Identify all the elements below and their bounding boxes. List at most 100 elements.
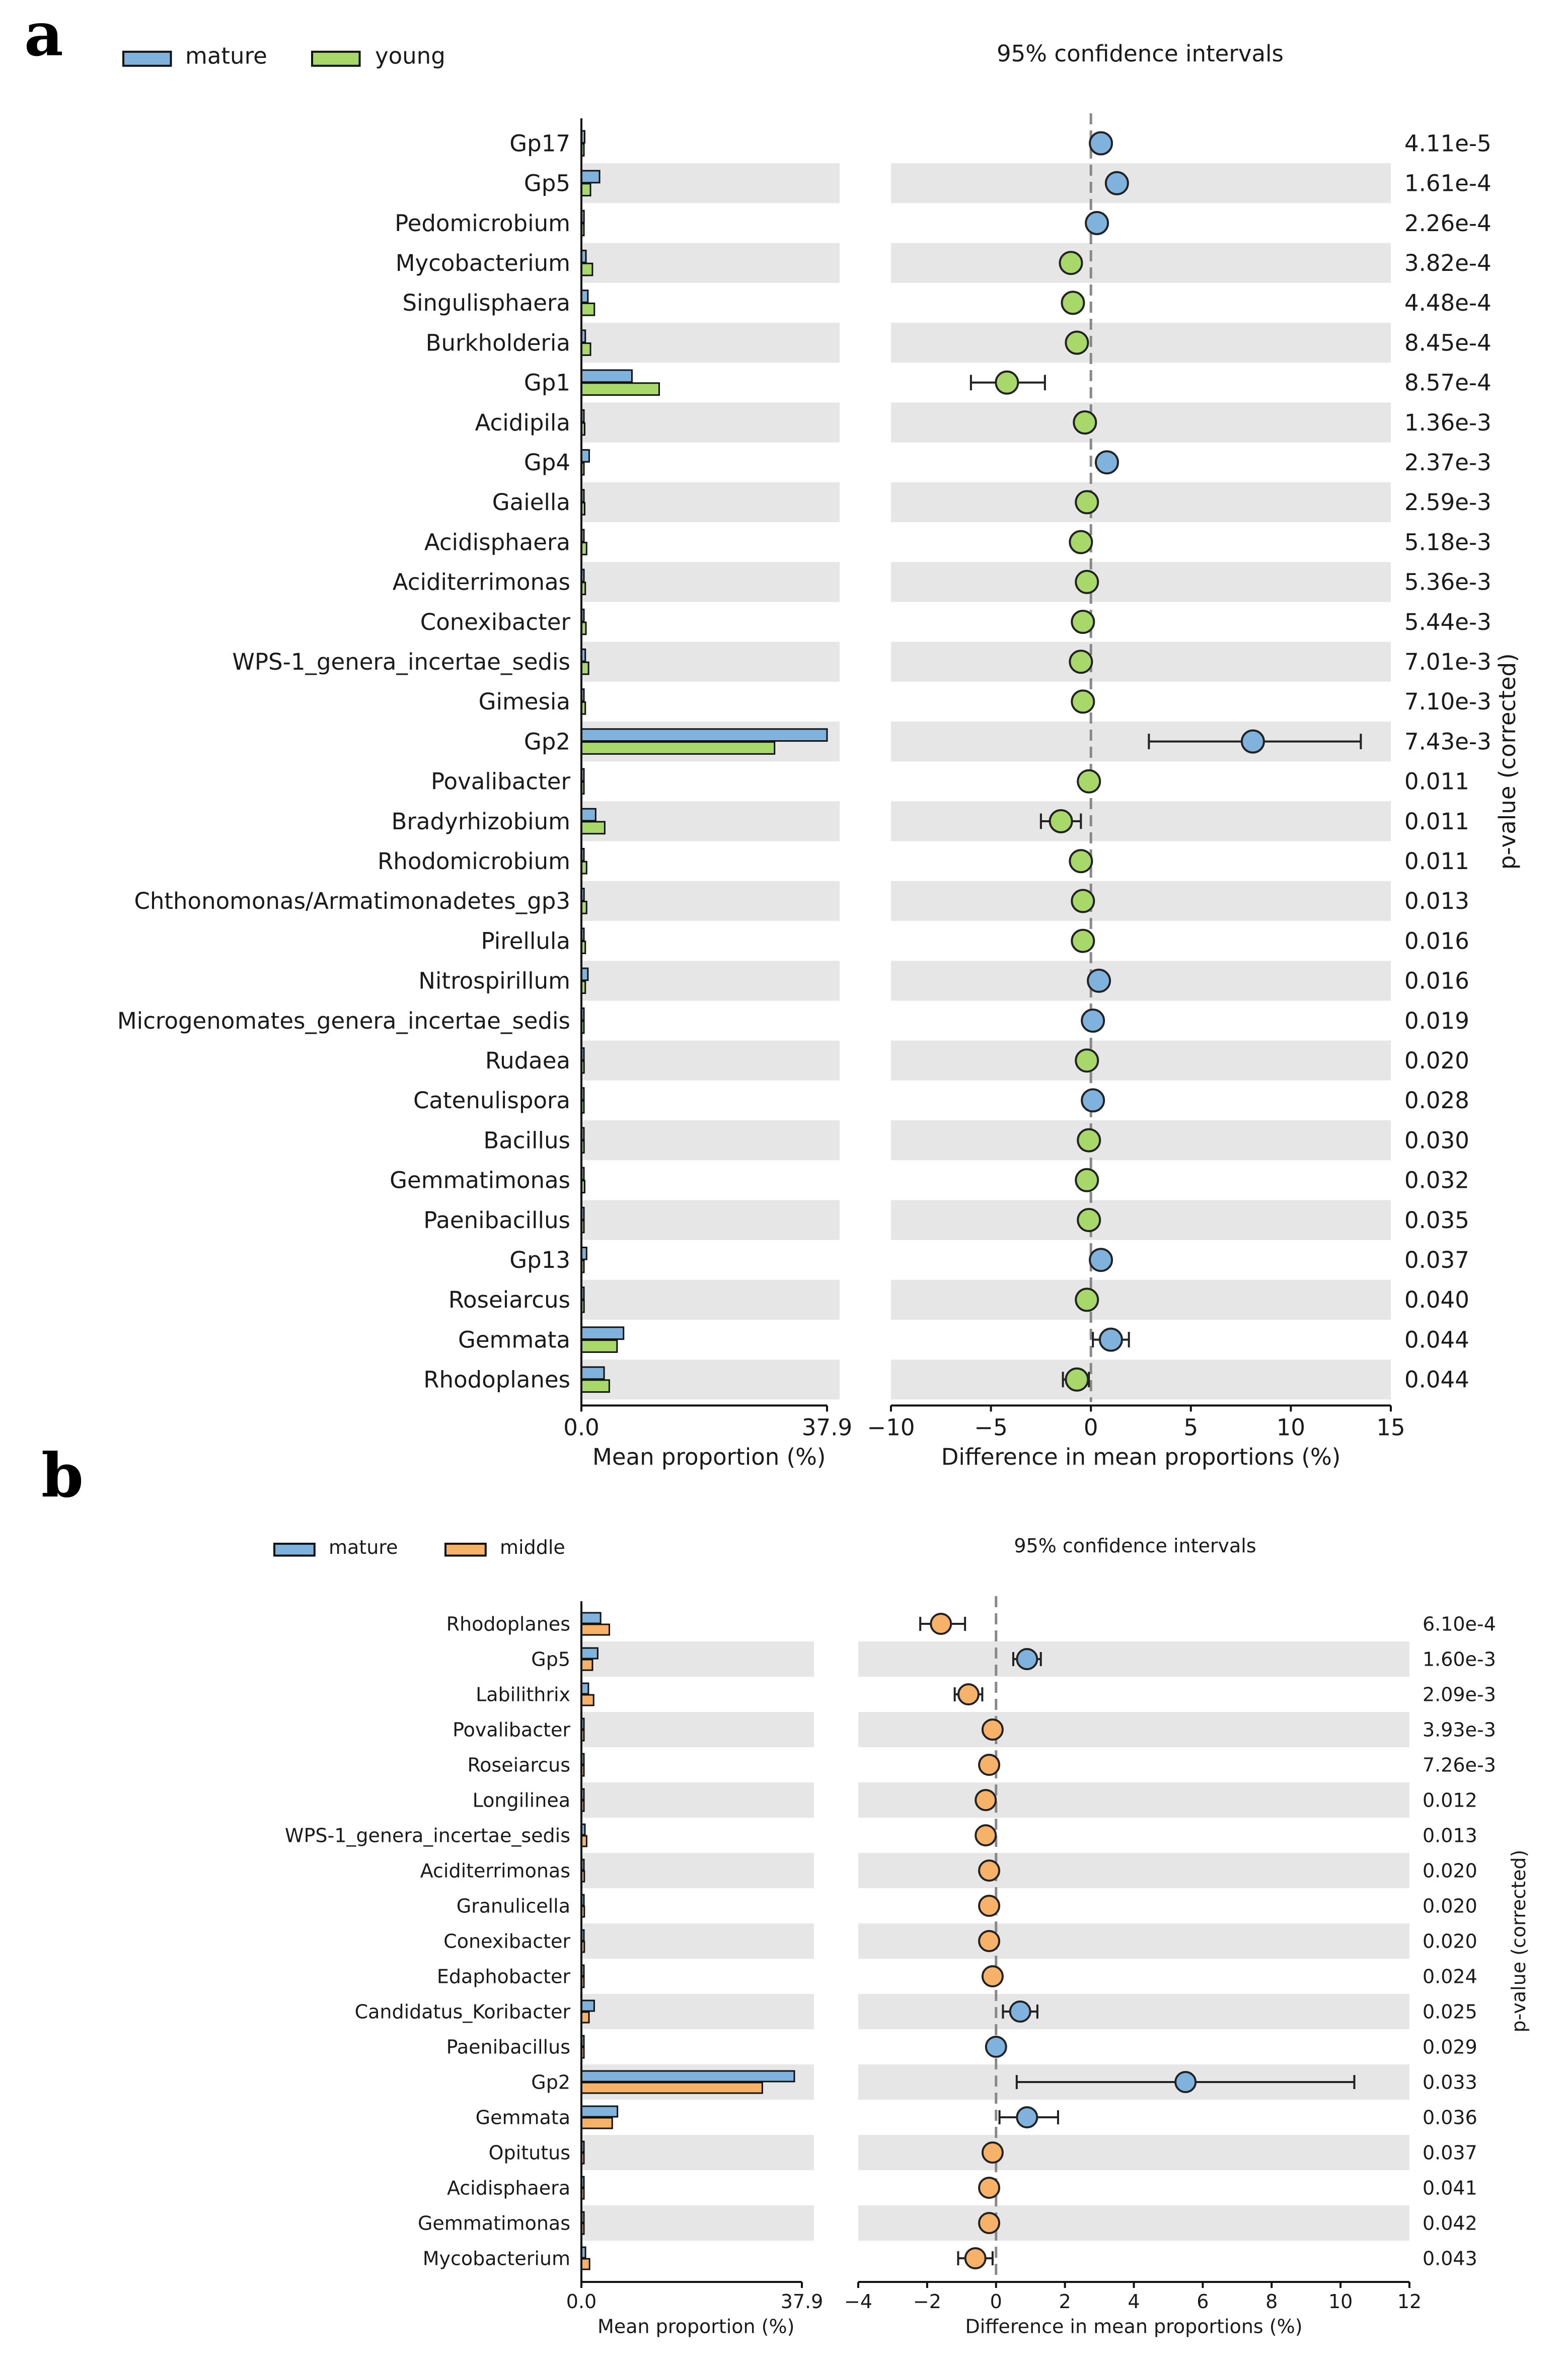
taxon-label: Gaiella <box>492 489 570 516</box>
row-stripe-left <box>581 1120 840 1161</box>
p-value: 0.044 <box>1404 1367 1469 1393</box>
p-value: 0.037 <box>1423 2141 1477 2164</box>
bar-middle <box>580 1659 593 1671</box>
diff-point <box>1085 211 1109 235</box>
diff-point <box>981 2141 1004 2164</box>
taxon-label: Longilinea <box>473 1789 570 1811</box>
diff-point <box>1016 2106 1038 2128</box>
bar-middle <box>580 1623 610 1636</box>
row-stripe-left <box>581 1923 814 1959</box>
diff-point <box>964 2247 987 2269</box>
row-stripe-left <box>581 801 840 841</box>
row-stripe-right <box>891 243 1391 283</box>
taxon-label: Pedomicrobium <box>395 210 570 237</box>
diff-point <box>1174 2071 1197 2093</box>
ci-title: 95% confidence intervals <box>997 40 1284 67</box>
bar-young <box>580 661 589 675</box>
row-stripe-right <box>858 1712 1409 1747</box>
taxon-label: Roseiarcus <box>449 1286 570 1313</box>
p-value: 1.60e-3 <box>1423 1648 1496 1670</box>
diff-point <box>1098 1327 1123 1352</box>
bar-x-tick-label: 37.9 <box>802 1414 852 1441</box>
p-value: 7.26e-3 <box>1423 1754 1496 1776</box>
bar-young <box>580 342 591 356</box>
panel-b: mature middle 95% confidence intervals Rhod… <box>273 1535 1530 2337</box>
taxon-label: Chthonomonas/Armatimonadetes_gp3 <box>134 888 570 914</box>
ci-x-tick-label: −5 <box>974 1414 1007 1441</box>
taxon-label: Gemmatimonas <box>418 2212 570 2234</box>
taxon-label: Gimesia <box>479 688 570 715</box>
taxon-label: Labilithrix <box>476 1683 570 1705</box>
diff-point <box>995 370 1019 395</box>
bar-young <box>580 183 591 197</box>
p-value: 0.037 <box>1404 1247 1469 1273</box>
row-stripe-right <box>858 2205 1409 2241</box>
row-stripe-left <box>581 1712 814 1747</box>
p-value: 8.45e-4 <box>1404 329 1491 356</box>
row-stripe-left <box>581 961 840 1001</box>
row-stripe-right <box>858 1641 1409 1677</box>
ci-x-tick-label: 15 <box>1376 1414 1405 1441</box>
bar-mature <box>580 728 828 742</box>
diff-point <box>1240 729 1265 754</box>
taxon-label: Aciditerrimonas <box>393 569 570 596</box>
row-stripe-right <box>891 1200 1391 1240</box>
bar-x-axis-label: Mean proportion (%) <box>598 2315 794 2337</box>
p-value: 0.024 <box>1423 1965 1477 1987</box>
diff-point <box>1071 610 1095 634</box>
diff-point <box>1075 1287 1099 1312</box>
p-value: 0.020 <box>1404 1047 1469 1074</box>
p-value: 7.10e-3 <box>1404 688 1491 715</box>
bar-young <box>580 1339 618 1353</box>
taxon-label: Mycobacterium <box>423 2247 570 2269</box>
p-value: 5.44e-3 <box>1404 609 1491 635</box>
p-value: 2.37e-3 <box>1404 449 1491 476</box>
row-stripe-right <box>891 1040 1391 1081</box>
ci-x-tick-label: 10 <box>1328 2291 1353 2313</box>
p-value: 2.26e-4 <box>1404 210 1491 237</box>
diff-point <box>975 1824 997 1846</box>
diff-point <box>1081 1088 1105 1113</box>
bar-middle <box>580 2258 590 2270</box>
taxon-label: Paenibacillus <box>446 2036 570 2058</box>
bar-mature <box>580 1326 625 1340</box>
p-value: 0.033 <box>1423 2071 1477 2093</box>
p-value: 0.032 <box>1404 1167 1469 1194</box>
diff-point <box>1075 490 1099 515</box>
bar-mature <box>580 1682 589 1695</box>
row-stripe-right <box>891 562 1391 602</box>
legend-swatch-middle <box>444 1542 487 1557</box>
taxon-label: Paenibacillus <box>423 1207 570 1234</box>
ci-x-tick-label: 4 <box>1128 2291 1140 2313</box>
taxon-label: Rhodoplanes <box>446 1613 570 1635</box>
diff-point <box>1071 889 1095 913</box>
row-stripe-left <box>581 641 840 682</box>
p-value: 0.013 <box>1423 1824 1477 1846</box>
taxon-label: Edaphobacter <box>437 1965 570 1987</box>
ci-x-tick-label: 10 <box>1277 1414 1305 1441</box>
diff-point <box>1049 809 1073 833</box>
row-stripe-right <box>858 1923 1409 1959</box>
p-value: 7.01e-3 <box>1404 649 1491 675</box>
bar-young <box>580 382 660 396</box>
bar-middle <box>580 2011 590 2024</box>
row-stripe-left <box>581 1040 840 1081</box>
bar-middle <box>580 1694 594 1706</box>
taxon-label: Pirellula <box>481 927 570 954</box>
row-stripe-right <box>891 881 1391 921</box>
ci-x-axis-label: Difference in mean proportions (%) <box>965 2315 1302 2337</box>
row-stripe-left <box>581 2205 814 2241</box>
bar-mature <box>580 2070 795 2083</box>
legend-swatch-young <box>311 50 361 67</box>
taxon-label: Gp1 <box>524 370 570 396</box>
ci-x-tick-label: −2 <box>913 2291 941 2313</box>
ci-x-tick-label: 12 <box>1397 2291 1422 2313</box>
row-stripe-left <box>581 562 840 602</box>
diff-point <box>1009 2000 1031 2023</box>
p-value: 6.10e-4 <box>1423 1613 1496 1635</box>
row-stripe-left <box>581 1853 814 1888</box>
legend-label-middle: middle <box>500 1536 565 1558</box>
ci-x-axis-label: Difference in mean proportions (%) <box>941 1444 1341 1470</box>
taxon-label: Rhodomicrobium <box>378 848 570 875</box>
